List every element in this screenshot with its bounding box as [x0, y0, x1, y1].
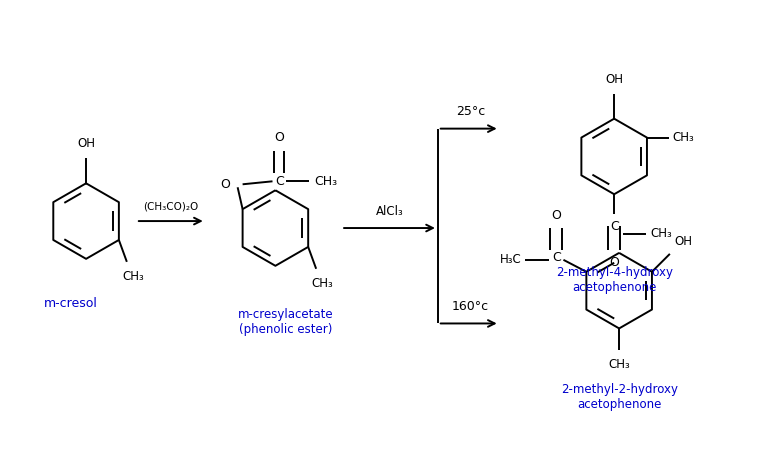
Text: C: C — [552, 251, 561, 264]
Text: CH₃: CH₃ — [311, 277, 333, 290]
Text: CH₃: CH₃ — [608, 358, 630, 371]
Text: m-cresol: m-cresol — [45, 297, 98, 309]
Text: OH: OH — [605, 73, 623, 86]
Text: (CH₃CO)₂O: (CH₃CO)₂O — [143, 201, 198, 211]
Text: OH: OH — [77, 137, 95, 151]
Text: C: C — [610, 220, 618, 233]
Text: 2-methyl-2-hydroxy
acetophenone: 2-methyl-2-hydroxy acetophenone — [561, 383, 677, 411]
Text: 2-methyl-4-hydroxy
acetophenone: 2-methyl-4-hydroxy acetophenone — [556, 266, 673, 294]
Text: CH₃: CH₃ — [122, 270, 144, 283]
Text: AlCl₃: AlCl₃ — [376, 205, 403, 218]
Text: m-cresylacetate
(phenolic ester): m-cresylacetate (phenolic ester) — [237, 308, 333, 336]
Text: OH: OH — [675, 235, 693, 248]
Text: H₃C: H₃C — [500, 254, 521, 267]
Text: CH₃: CH₃ — [673, 131, 694, 144]
Text: O: O — [551, 209, 561, 222]
Text: O: O — [609, 256, 619, 269]
Text: CH₃: CH₃ — [314, 175, 337, 188]
Text: CH₃: CH₃ — [650, 227, 672, 240]
Text: O: O — [274, 130, 284, 144]
Text: O: O — [220, 178, 230, 191]
Text: 25°c: 25°c — [456, 105, 485, 118]
Text: 160°c: 160°c — [452, 300, 489, 313]
Text: C: C — [275, 175, 284, 188]
